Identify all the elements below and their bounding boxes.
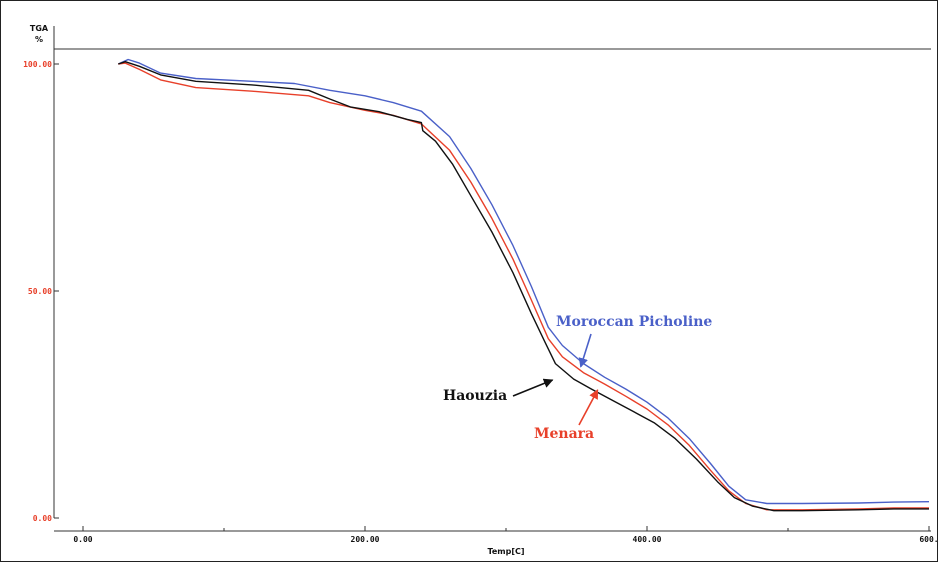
annotation-arrow-moroccan-picholine (578, 333, 592, 368)
annotation-arrow-haouzia (512, 378, 554, 397)
y-tick-label: 100.00 (23, 60, 52, 69)
y-axis-title: TGA (30, 24, 49, 33)
annotation-label-moroccan-picholine: Moroccan Picholine (556, 314, 712, 330)
x-tick-label: 400.00 (633, 535, 662, 544)
annotation-arrow-menara (578, 389, 599, 426)
annotation-label-haouzia: Haouzia (443, 388, 507, 404)
x-tick-label: 200.00 (351, 535, 380, 544)
y-tick-label: 50.00 (28, 287, 52, 296)
x-axis-title: Temp[C] (487, 547, 524, 556)
y-axis-unit: % (35, 35, 43, 44)
series-line-menara (118, 62, 929, 511)
annotation-label-menara: Menara (534, 426, 594, 442)
series-line-haouzia (118, 61, 929, 512)
x-tick-label: 0.00 (73, 535, 92, 544)
y-tick-label: 0.00 (33, 514, 52, 523)
x-tick-label: 600. (919, 535, 938, 544)
series-line-moroccan-picholine (118, 58, 930, 505)
